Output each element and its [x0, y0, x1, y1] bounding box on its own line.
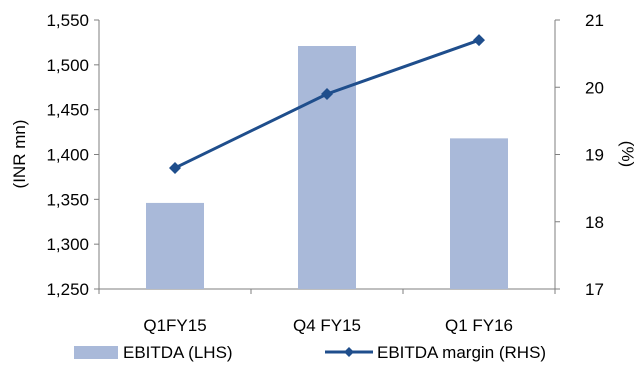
x-tick-label: Q1FY15	[143, 316, 206, 335]
left-tick-label: 1,450	[46, 101, 89, 120]
legend: EBITDA (LHS) EBITDA margin (RHS)	[74, 343, 546, 362]
legend-label-line: EBITDA margin (RHS)	[377, 343, 546, 362]
right-tick-label: 18	[585, 213, 604, 232]
ebitda-margin-point	[473, 34, 485, 47]
right-axis-ticks: 17 18 19 20 21	[555, 11, 604, 299]
legend-swatch-bar	[74, 346, 118, 359]
left-axis-title: (INR mn)	[10, 120, 29, 189]
left-tick-label: 1,250	[46, 280, 89, 299]
ebitda-margin-point	[321, 87, 333, 100]
left-tick-label: 1,550	[46, 11, 89, 30]
right-axis-title: (%)	[618, 141, 637, 167]
left-tick-label: 1,350	[46, 190, 89, 209]
x-axis-ticks: Q1FY15 Q4 FY15 Q1 FY16	[98, 289, 556, 335]
right-tick-label: 20	[585, 78, 604, 97]
right-tick-label: 17	[585, 280, 604, 299]
line-series	[169, 34, 485, 174]
ebitda-margin-point	[169, 161, 181, 174]
ebitda-bar	[146, 202, 204, 289]
right-tick-label: 21	[585, 11, 604, 30]
legend-swatch-marker	[344, 347, 354, 357]
left-tick-label: 1,300	[46, 235, 89, 254]
ebitda-bar	[298, 46, 356, 290]
legend-label-bar: EBITDA (LHS)	[123, 343, 233, 362]
left-tick-label: 1,400	[46, 146, 89, 165]
x-tick-label: Q1 FY16	[445, 316, 513, 335]
x-tick-label: Q4 FY15	[293, 316, 361, 335]
left-axis-ticks: 1,250 1,300 1,350 1,400 1,450 1,500 1,550	[46, 11, 99, 299]
bar-series	[146, 46, 508, 290]
right-tick-label: 19	[585, 146, 604, 165]
ebitda-bar	[450, 138, 508, 289]
left-tick-label: 1,500	[46, 56, 89, 75]
